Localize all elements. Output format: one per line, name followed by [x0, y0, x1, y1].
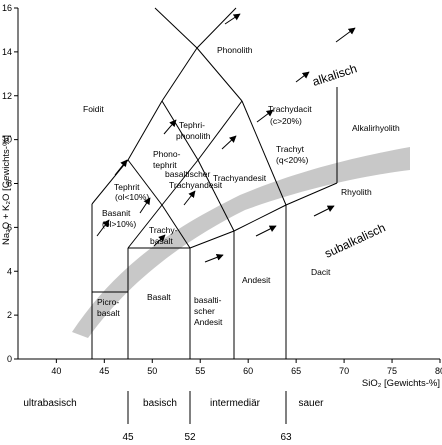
- x-tick-label-4: 60: [243, 366, 253, 376]
- label-trachyt-1: Trachyt: [276, 144, 305, 154]
- y-ticks: 0 2 4 6 8 10 12 14 16: [2, 3, 18, 364]
- label-basaltischer-trachyandesit-1: basaltischer: [165, 169, 211, 179]
- label-trachyt-2: (q<20%): [276, 155, 309, 165]
- x-tick-label-0: 40: [51, 366, 61, 376]
- label-trachydacit-2: (c>20%): [270, 116, 302, 126]
- y-tick-label-0: 0: [7, 354, 12, 364]
- x-tick-label-7: 75: [387, 366, 397, 376]
- class-ultrabasisch: ultrabasisch: [23, 398, 76, 409]
- label-phonotephrit-1: Phono-: [153, 149, 181, 159]
- label-tephriphonolith-1: Tephri-: [179, 120, 205, 130]
- y-tick-label-2: 4: [7, 266, 12, 276]
- x-axis-label: SiO₂ [Gewichts-%]: [362, 378, 440, 389]
- class-boundary-63: 63: [280, 432, 292, 443]
- label-subalkalisch: subalkalisch: [322, 220, 387, 260]
- label-basanit-2: (ol>10%): [102, 219, 136, 229]
- label-phonotephrit-2: tephrit: [153, 160, 177, 170]
- class-boundary-52: 52: [184, 432, 196, 443]
- label-tephrit-1: Tephrit: [114, 182, 140, 192]
- y-tick-label-3: 6: [7, 222, 12, 232]
- x-tick-label-8: 80: [435, 366, 442, 376]
- label-basanit-1: Basanit: [102, 208, 131, 218]
- field-boundaries: [91, 7, 338, 359]
- label-basaltischer-andesit-1: basalti-: [194, 295, 222, 305]
- y-tick-label-7: 14: [2, 47, 12, 57]
- class-boundary-45: 45: [122, 432, 134, 443]
- x-tick-label-3: 55: [195, 366, 205, 376]
- y-tick-label-6: 12: [2, 91, 12, 101]
- label-tephriphonolith-2: phonolith: [176, 131, 211, 141]
- silica-classes: ultrabasisch basisch intermediär sauer 4…: [23, 391, 324, 443]
- divider-band: [72, 147, 410, 338]
- label-basaltischer-andesit-3: Andesit: [194, 317, 223, 327]
- label-basalt: Basalt: [147, 292, 171, 302]
- label-trachydacit-1: Trachydacit: [268, 104, 312, 114]
- y-tick-label-4: 8: [7, 179, 12, 189]
- label-trachyandesit: Trachyandesit: [213, 173, 267, 183]
- label-picrobasalt-1: Picro-: [97, 297, 119, 307]
- label-basaltischer-trachyandesit-2: Trachyandesit: [169, 180, 223, 190]
- y-axis-label: Na₂O + K₂O [Gewichts-%]: [1, 135, 12, 245]
- x-tick-label-1: 45: [99, 366, 109, 376]
- label-alkalisch: alkalisch: [311, 61, 359, 89]
- label-trachybasalt-1: Trachy-: [149, 225, 178, 235]
- label-phonolith: Phonolith: [217, 45, 253, 55]
- x-ticks: 40 45 50 55 60 65 70 75 80: [51, 359, 442, 376]
- y-tick-label-8: 16: [2, 3, 12, 13]
- x-tick-label-2: 50: [147, 366, 157, 376]
- trend-arrows: [96, 13, 356, 263]
- y-tick-label-5: 10: [2, 135, 12, 145]
- label-trachybasalt-2: basalt: [150, 236, 173, 246]
- y-tick-label-1: 2: [7, 310, 12, 320]
- label-tephrit-2: (ol<10%): [115, 192, 149, 202]
- class-basisch: basisch: [143, 398, 177, 409]
- label-andesit: Andesit: [242, 275, 271, 285]
- x-tick-label-5: 65: [291, 366, 301, 376]
- label-alkalirhyolith: Alkalirhyolith: [352, 123, 400, 133]
- field-labels: Foidit Phonolith Tephri- phonolith Phono…: [83, 45, 400, 327]
- label-basaltischer-andesit-2: scher: [194, 306, 215, 316]
- label-rhyolith: Rhyolith: [341, 187, 372, 197]
- label-foidit: Foidit: [83, 104, 104, 114]
- label-picrobasalt-2: basalt: [97, 308, 120, 318]
- label-dacit: Dacit: [311, 267, 331, 277]
- x-tick-label-6: 70: [339, 366, 349, 376]
- class-intermediaer: intermediär: [210, 398, 261, 409]
- class-sauer: sauer: [298, 398, 324, 409]
